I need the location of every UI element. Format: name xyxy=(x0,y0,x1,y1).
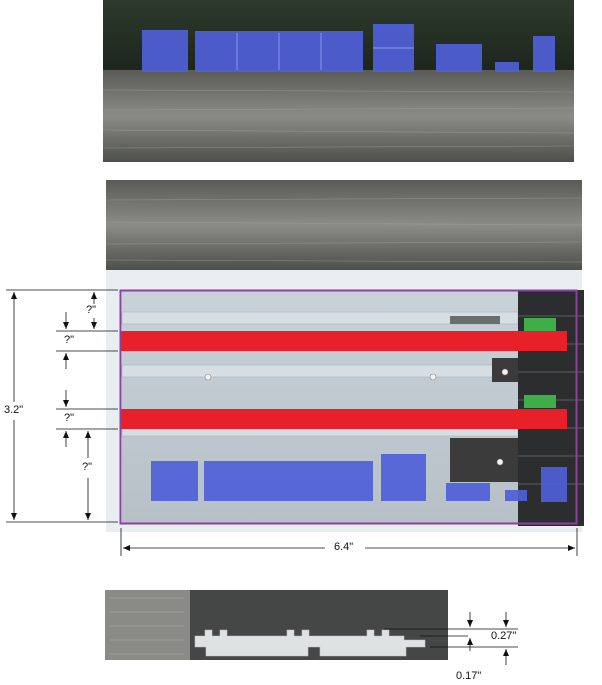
connector-region-4 xyxy=(446,483,490,501)
chassis-rails xyxy=(121,311,519,437)
ruler-edge xyxy=(105,590,190,660)
hdmi-port xyxy=(436,44,482,72)
red-bar-lower xyxy=(121,409,567,429)
steel-ruler-middle xyxy=(106,180,582,270)
label-bar1-thickness: ?" xyxy=(64,334,75,346)
connector-region-1 xyxy=(151,461,198,501)
green-marker-top xyxy=(524,318,556,331)
bracket-plate xyxy=(450,438,518,482)
connector-region-3 xyxy=(381,454,426,501)
dimension-lines xyxy=(6,289,578,556)
ethernet-port-single xyxy=(142,30,188,72)
label-gap-bottom: ?" xyxy=(82,461,93,473)
connector-region-6 xyxy=(541,467,567,502)
red-bar-upper xyxy=(121,331,567,351)
label-profile-upper: 0.27" xyxy=(491,630,517,642)
label-bar2-thickness: ?" xyxy=(64,412,75,424)
screws xyxy=(204,368,509,466)
label-gap-top: ?" xyxy=(86,304,97,316)
ruler-texture xyxy=(102,89,575,149)
connector-region-5 xyxy=(505,490,527,501)
extrusion-profile xyxy=(194,629,426,657)
label-height-total: 3.2" xyxy=(4,404,24,416)
middle-photo xyxy=(105,180,584,532)
profile-dimension-lines xyxy=(384,612,518,665)
profile-photo xyxy=(105,590,448,660)
label-width-total: 6.4" xyxy=(334,541,354,553)
top-photo xyxy=(102,0,575,162)
micro-usb-port xyxy=(495,62,519,72)
enclosure-outline xyxy=(119,289,578,525)
dc-power-jack xyxy=(533,36,555,72)
screw-strip xyxy=(450,316,500,324)
ethernet-port-dividers xyxy=(236,33,322,70)
ruler-middle-texture xyxy=(105,197,583,263)
green-marker-bottom xyxy=(524,395,556,408)
steel-ruler-top xyxy=(103,70,574,162)
label-profile-lower: 0.17" xyxy=(456,670,482,682)
ruler-edge-ticks xyxy=(110,597,184,655)
connector-region-2 xyxy=(204,461,373,501)
